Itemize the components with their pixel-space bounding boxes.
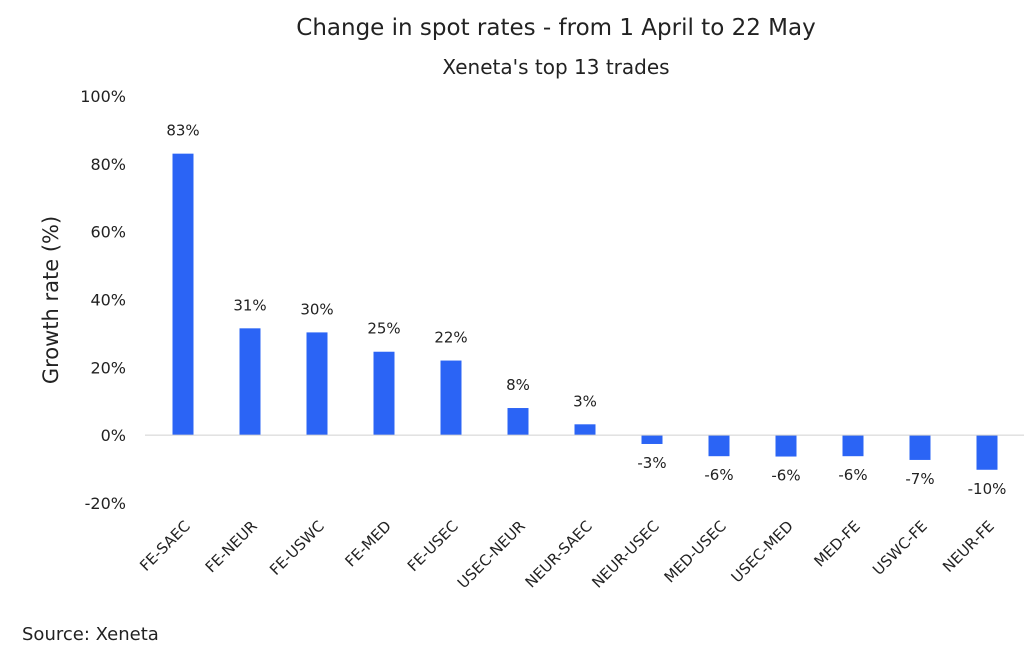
data-label: -6% (704, 466, 733, 484)
bar-fe-med (373, 351, 395, 436)
data-label: 25% (367, 320, 400, 338)
bar-fe-usec (440, 360, 462, 436)
bar-uswc-fe (909, 435, 931, 460)
data-label: 31% (233, 296, 266, 314)
data-label: -3% (637, 454, 666, 472)
y-tick-label: 100% (80, 87, 126, 106)
x-tick-label: USEC-NEUR (454, 517, 529, 592)
bar-fe-uswc (306, 332, 328, 436)
x-tick-label: NEUR-FE (939, 517, 998, 576)
y-tick-label: 60% (90, 223, 126, 242)
y-axis-label: Growth rate (%) (39, 216, 63, 384)
x-axis-ticks: FE-SAEC FE-NEUR FE-USWC FE-MED FE-USECUSEC-N… (136, 517, 998, 592)
chart-title: Change in spot rates - from 1 April to 2… (296, 15, 815, 41)
x-tick-label: USWC-FE (869, 517, 931, 579)
chart-subtitle: Xeneta's top 13 trades (442, 55, 669, 79)
x-tick-label: NEUR-USEC (588, 517, 663, 592)
y-tick-label: -20% (85, 494, 126, 513)
x-tick-label: USEC-MED (728, 517, 797, 586)
data-label: -6% (771, 467, 800, 485)
bar-usec-med (775, 435, 797, 457)
data-label: -7% (905, 470, 934, 488)
x-tick-label: FE-NEUR (202, 517, 261, 576)
x-tick-label: FE-MED (341, 517, 394, 570)
data-label: 83% (166, 122, 199, 140)
data-label: 30% (300, 300, 333, 318)
data-label: 3% (573, 392, 597, 410)
source-note: Source: Xeneta (22, 624, 159, 645)
x-tick-label: MED-USEC (661, 517, 730, 586)
x-tick-label: FE-SAEC (136, 517, 194, 575)
x-tick-label: NEUR-SAEC (522, 517, 596, 591)
x-tick-label: MED-FE (810, 517, 863, 570)
x-tick-label: FE-USWC (266, 517, 328, 579)
data-label: 8% (506, 376, 530, 394)
data-label: 22% (434, 329, 467, 347)
y-axis-ticks: -20% 0% 20% 40% 60% 80% 100% (80, 87, 126, 513)
x-tick-label: FE-USEC (404, 517, 462, 575)
bar-neur-usec (641, 435, 663, 444)
bar-fe-saec (172, 153, 194, 436)
y-tick-label: 0% (101, 426, 126, 445)
bar-med-fe (842, 435, 864, 457)
bar-fe-neur (239, 328, 261, 436)
bar-neur-saec (574, 424, 596, 436)
data-label: -6% (838, 466, 867, 484)
bar-usec-neur (507, 408, 529, 436)
y-tick-label: 40% (90, 291, 126, 310)
y-tick-label: 20% (90, 358, 126, 377)
bar-series (172, 153, 998, 470)
bar-neur-fe (976, 435, 998, 470)
y-tick-label: 80% (90, 155, 126, 174)
data-labels: 83% 31% 30% 25% 22% 8% 3% -3% -6% -6% -6% -7% -10% (166, 122, 1006, 498)
bar-med-usec (708, 435, 730, 457)
data-label: -10% (968, 480, 1007, 498)
